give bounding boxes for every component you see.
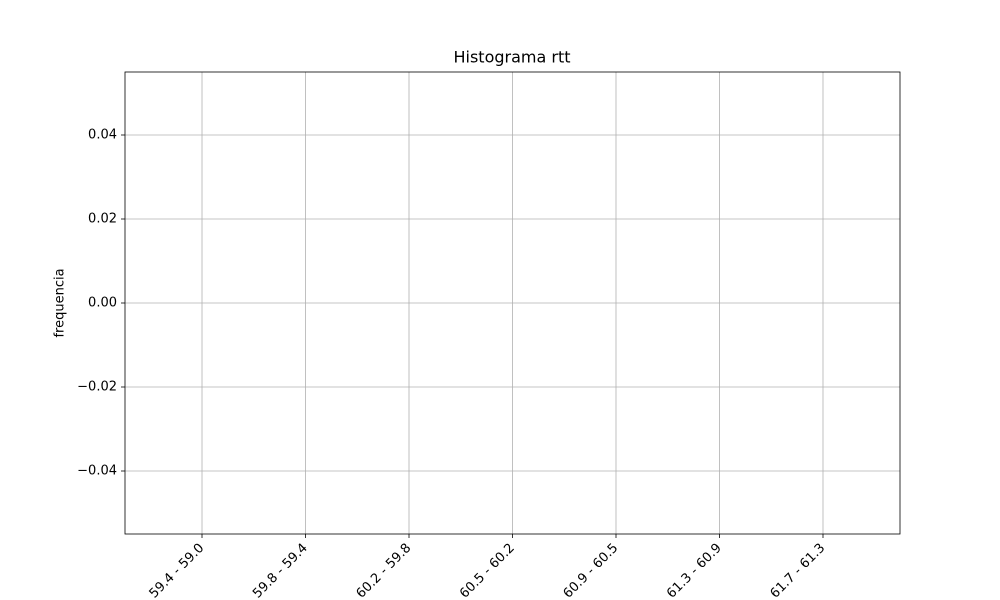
y-axis-label: frequencia bbox=[53, 268, 68, 337]
y-tick-label: 0.04 bbox=[88, 128, 117, 143]
plot-frame bbox=[124, 71, 901, 535]
y-tick-label: −0.02 bbox=[77, 380, 117, 395]
y-tick-label: −0.04 bbox=[77, 464, 117, 479]
y-tick-label: 0.00 bbox=[88, 296, 117, 311]
chart-title: Histograma rtt bbox=[453, 48, 570, 67]
y-tick-label: 0.02 bbox=[88, 212, 117, 227]
